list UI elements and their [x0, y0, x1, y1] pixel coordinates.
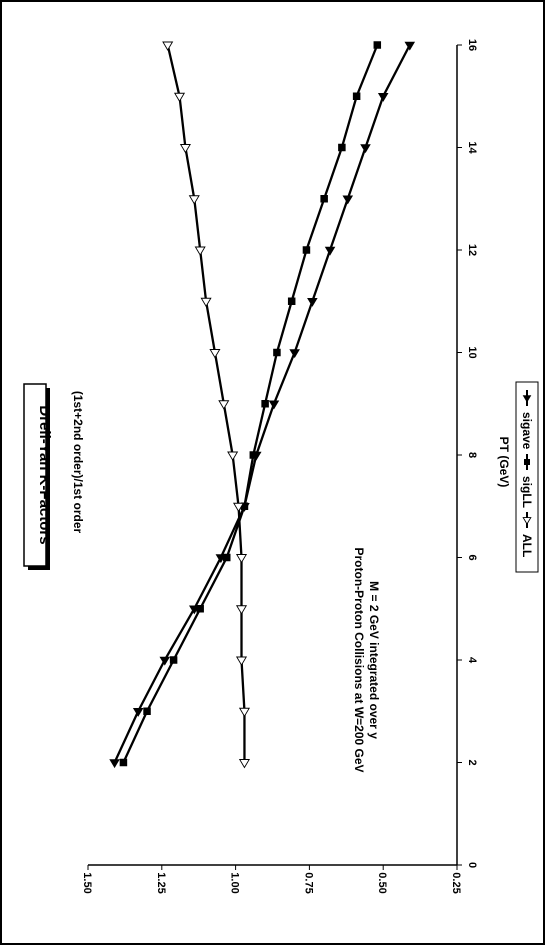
- legend-border: [515, 381, 539, 573]
- legend-label: ALL: [520, 534, 534, 557]
- data-point: [240, 502, 249, 510]
- chart-title: Drell-Yan K-Factors: [36, 405, 53, 544]
- x-tick-label: 0: [466, 862, 478, 868]
- data-point: [143, 707, 151, 715]
- labels: (1st+2nd order)/1st order PT (GeV) Proto…: [71, 391, 511, 773]
- x-tick-label: 12: [466, 244, 478, 256]
- data-point: [289, 349, 300, 359]
- legend-label: sigLL: [520, 476, 534, 508]
- axes: 0 2 4 6 8 10 12 14 16 0.25 0.50 0.75 1.00 1.25 1.50: [81, 39, 478, 894]
- series-layer: [109, 41, 416, 769]
- legend-label: sigave: [520, 412, 534, 450]
- data-point: [222, 553, 231, 562]
- annotation-line-1: Proton-Proton Collisions at W=200 GeV: [352, 547, 366, 772]
- data-point: [238, 707, 250, 718]
- y-tick-label: 1.50: [81, 872, 93, 893]
- legend-items: sigave sigLL ALL: [520, 390, 534, 557]
- data-point: [119, 758, 128, 767]
- x-tick-label: 4: [466, 657, 478, 664]
- data-point: [194, 246, 206, 256]
- data-point: [352, 92, 361, 100]
- data-point: [159, 656, 171, 666]
- y-axis-title: (1st+2nd order)/1st order: [71, 391, 85, 534]
- data-point: [373, 41, 382, 49]
- chart-title-box-border: [23, 383, 47, 567]
- data-point: [522, 517, 532, 525]
- data-point: [179, 144, 191, 154]
- annotation-line-2: M = 2 GeV integrated over y: [367, 581, 381, 739]
- series-sigLL: [119, 41, 382, 767]
- data-point: [227, 451, 239, 461]
- x-axis-title: PT (GeV): [497, 437, 511, 488]
- data-point: [209, 349, 221, 359]
- data-point: [377, 92, 389, 102]
- y-tick-label: 0.75: [302, 872, 314, 893]
- x-tick-label: 10: [466, 346, 478, 358]
- legend: sigave sigLL ALL: [515, 381, 539, 573]
- data-point: [404, 41, 416, 51]
- data-point: [268, 400, 280, 410]
- data-point: [188, 195, 200, 205]
- x-tick-label: 2: [466, 759, 478, 765]
- y-tick-label: 1.25: [155, 872, 167, 893]
- series-ALL: [162, 41, 250, 769]
- y-tick-label: 1.00: [229, 872, 241, 893]
- data-point: [132, 707, 144, 717]
- data-point: [524, 459, 530, 465]
- data-point: [324, 246, 336, 256]
- data-point: [196, 605, 204, 613]
- y-tick-label: 0.25: [450, 872, 462, 893]
- data-point: [320, 195, 328, 203]
- data-point: [307, 297, 318, 307]
- data-point: [173, 92, 186, 103]
- data-point: [338, 143, 346, 152]
- data-point: [235, 554, 248, 564]
- y-tick-label: 0.50: [376, 872, 388, 893]
- x-tick-label: 14: [466, 141, 478, 154]
- data-point: [109, 759, 120, 769]
- data-point: [522, 395, 532, 403]
- data-point: [287, 297, 296, 305]
- x-tick-label: 16: [466, 39, 478, 51]
- data-point: [261, 400, 269, 408]
- data-point: [233, 502, 245, 513]
- data-point: [302, 246, 311, 254]
- data-point: [169, 656, 178, 664]
- x-tick-label: 6: [466, 554, 478, 560]
- data-point: [342, 195, 354, 205]
- chart-title-box: Drell-Yan K-Factors: [23, 383, 53, 570]
- data-point: [273, 348, 281, 357]
- data-point: [235, 605, 248, 615]
- data-point: [200, 297, 212, 308]
- data-point: [238, 759, 250, 769]
- data-point: [360, 144, 371, 154]
- data-point: [235, 656, 248, 666]
- data-point: [249, 451, 258, 459]
- x-tick-label: 8: [466, 452, 478, 458]
- data-point: [218, 400, 230, 410]
- data-point: [162, 41, 174, 51]
